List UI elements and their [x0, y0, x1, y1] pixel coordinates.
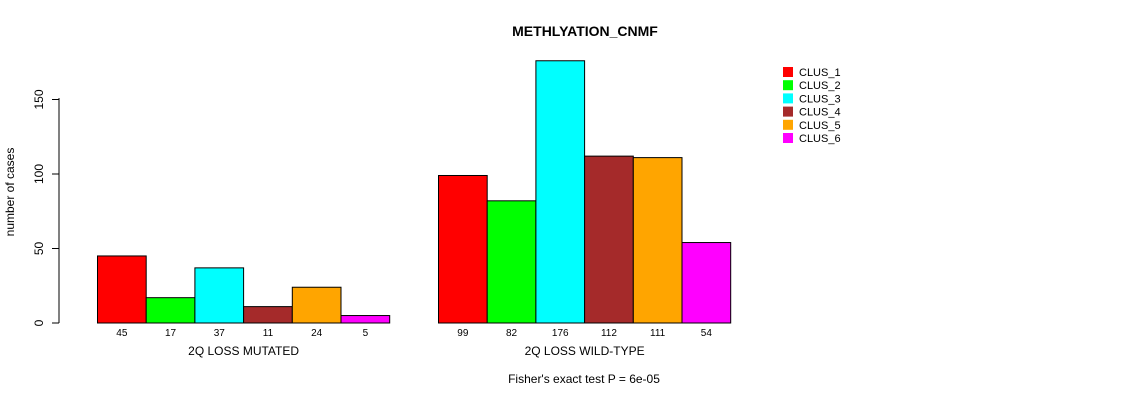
bar-value-label: 112 — [601, 328, 617, 339]
legend-swatch-clus_2 — [783, 80, 793, 91]
legend-swatch-clus_3 — [783, 93, 793, 104]
bar-clus_6-wild-type — [681, 242, 732, 324]
bar-value-label: 5 — [363, 328, 369, 339]
legend-swatch-clus_4 — [783, 106, 793, 117]
bar-clus_1-mutated — [97, 255, 147, 324]
footnote: Fisher's exact test P = 6e-05 — [508, 372, 660, 386]
legend-label: CLUS_4 — [799, 107, 841, 119]
bar-value-label: 17 — [165, 328, 177, 339]
bar-value-label: 99 — [457, 328, 469, 339]
bar-clus_2-wild-type — [486, 200, 537, 324]
y-tick-label: 50 — [32, 242, 46, 256]
legend-label: CLUS_3 — [799, 93, 841, 105]
bar-clus_2-mutated — [145, 297, 196, 324]
bar-value-label: 176 — [552, 328, 569, 339]
legend-label: CLUS_5 — [799, 120, 841, 132]
bar-value-label: 11 — [263, 328, 274, 339]
group-label: 2Q LOSS WILD-TYPE — [525, 344, 645, 358]
group-label: 2Q LOSS MUTATED — [188, 344, 299, 358]
bar-clus_4-mutated — [243, 306, 293, 324]
bar-value-label: 45 — [116, 328, 128, 339]
bar-value-label: 54 — [701, 328, 713, 339]
bar-clus_5-mutated — [291, 286, 342, 324]
legend-label: CLUS_6 — [799, 133, 841, 145]
bar-value-label: 37 — [214, 328, 226, 339]
bar-value-label: 82 — [506, 328, 518, 339]
group-labels: 2Q LOSS MUTATED 2Q LOSS WILD-TYPE — [188, 344, 644, 358]
bar-clus_6-mutated — [340, 315, 391, 324]
bar-labels: 45 17 37 11 24 5 99 82 176 112 111 54 — [116, 328, 712, 339]
bar-value-label: 111 — [650, 328, 666, 339]
bar-value-label: 24 — [311, 328, 323, 339]
y-tick-label: 0 — [32, 319, 46, 326]
legend-swatch-clus_5 — [783, 119, 793, 130]
bar-clus_3-wild-type — [535, 60, 586, 324]
chart-title: METHLYATION_CNMF — [512, 23, 658, 39]
bars — [97, 60, 732, 324]
y-axis: 0 50 100 150 — [32, 89, 60, 326]
y-tick-label: 150 — [32, 89, 46, 109]
legend-swatch-clus_1 — [783, 67, 793, 77]
bar-clus_4-wild-type — [584, 155, 634, 324]
bar-clus_1-wild-type — [438, 174, 488, 324]
legend-swatch-clus_6 — [783, 133, 793, 143]
y-axis-label: number of cases — [3, 148, 17, 237]
legend-label: CLUS_1 — [799, 67, 841, 79]
y-tick-label: 100 — [32, 164, 46, 184]
legend-label: CLUS_2 — [799, 80, 841, 92]
bar-clus_5-wild-type — [632, 157, 683, 324]
bar-clus_3-mutated — [194, 267, 245, 324]
